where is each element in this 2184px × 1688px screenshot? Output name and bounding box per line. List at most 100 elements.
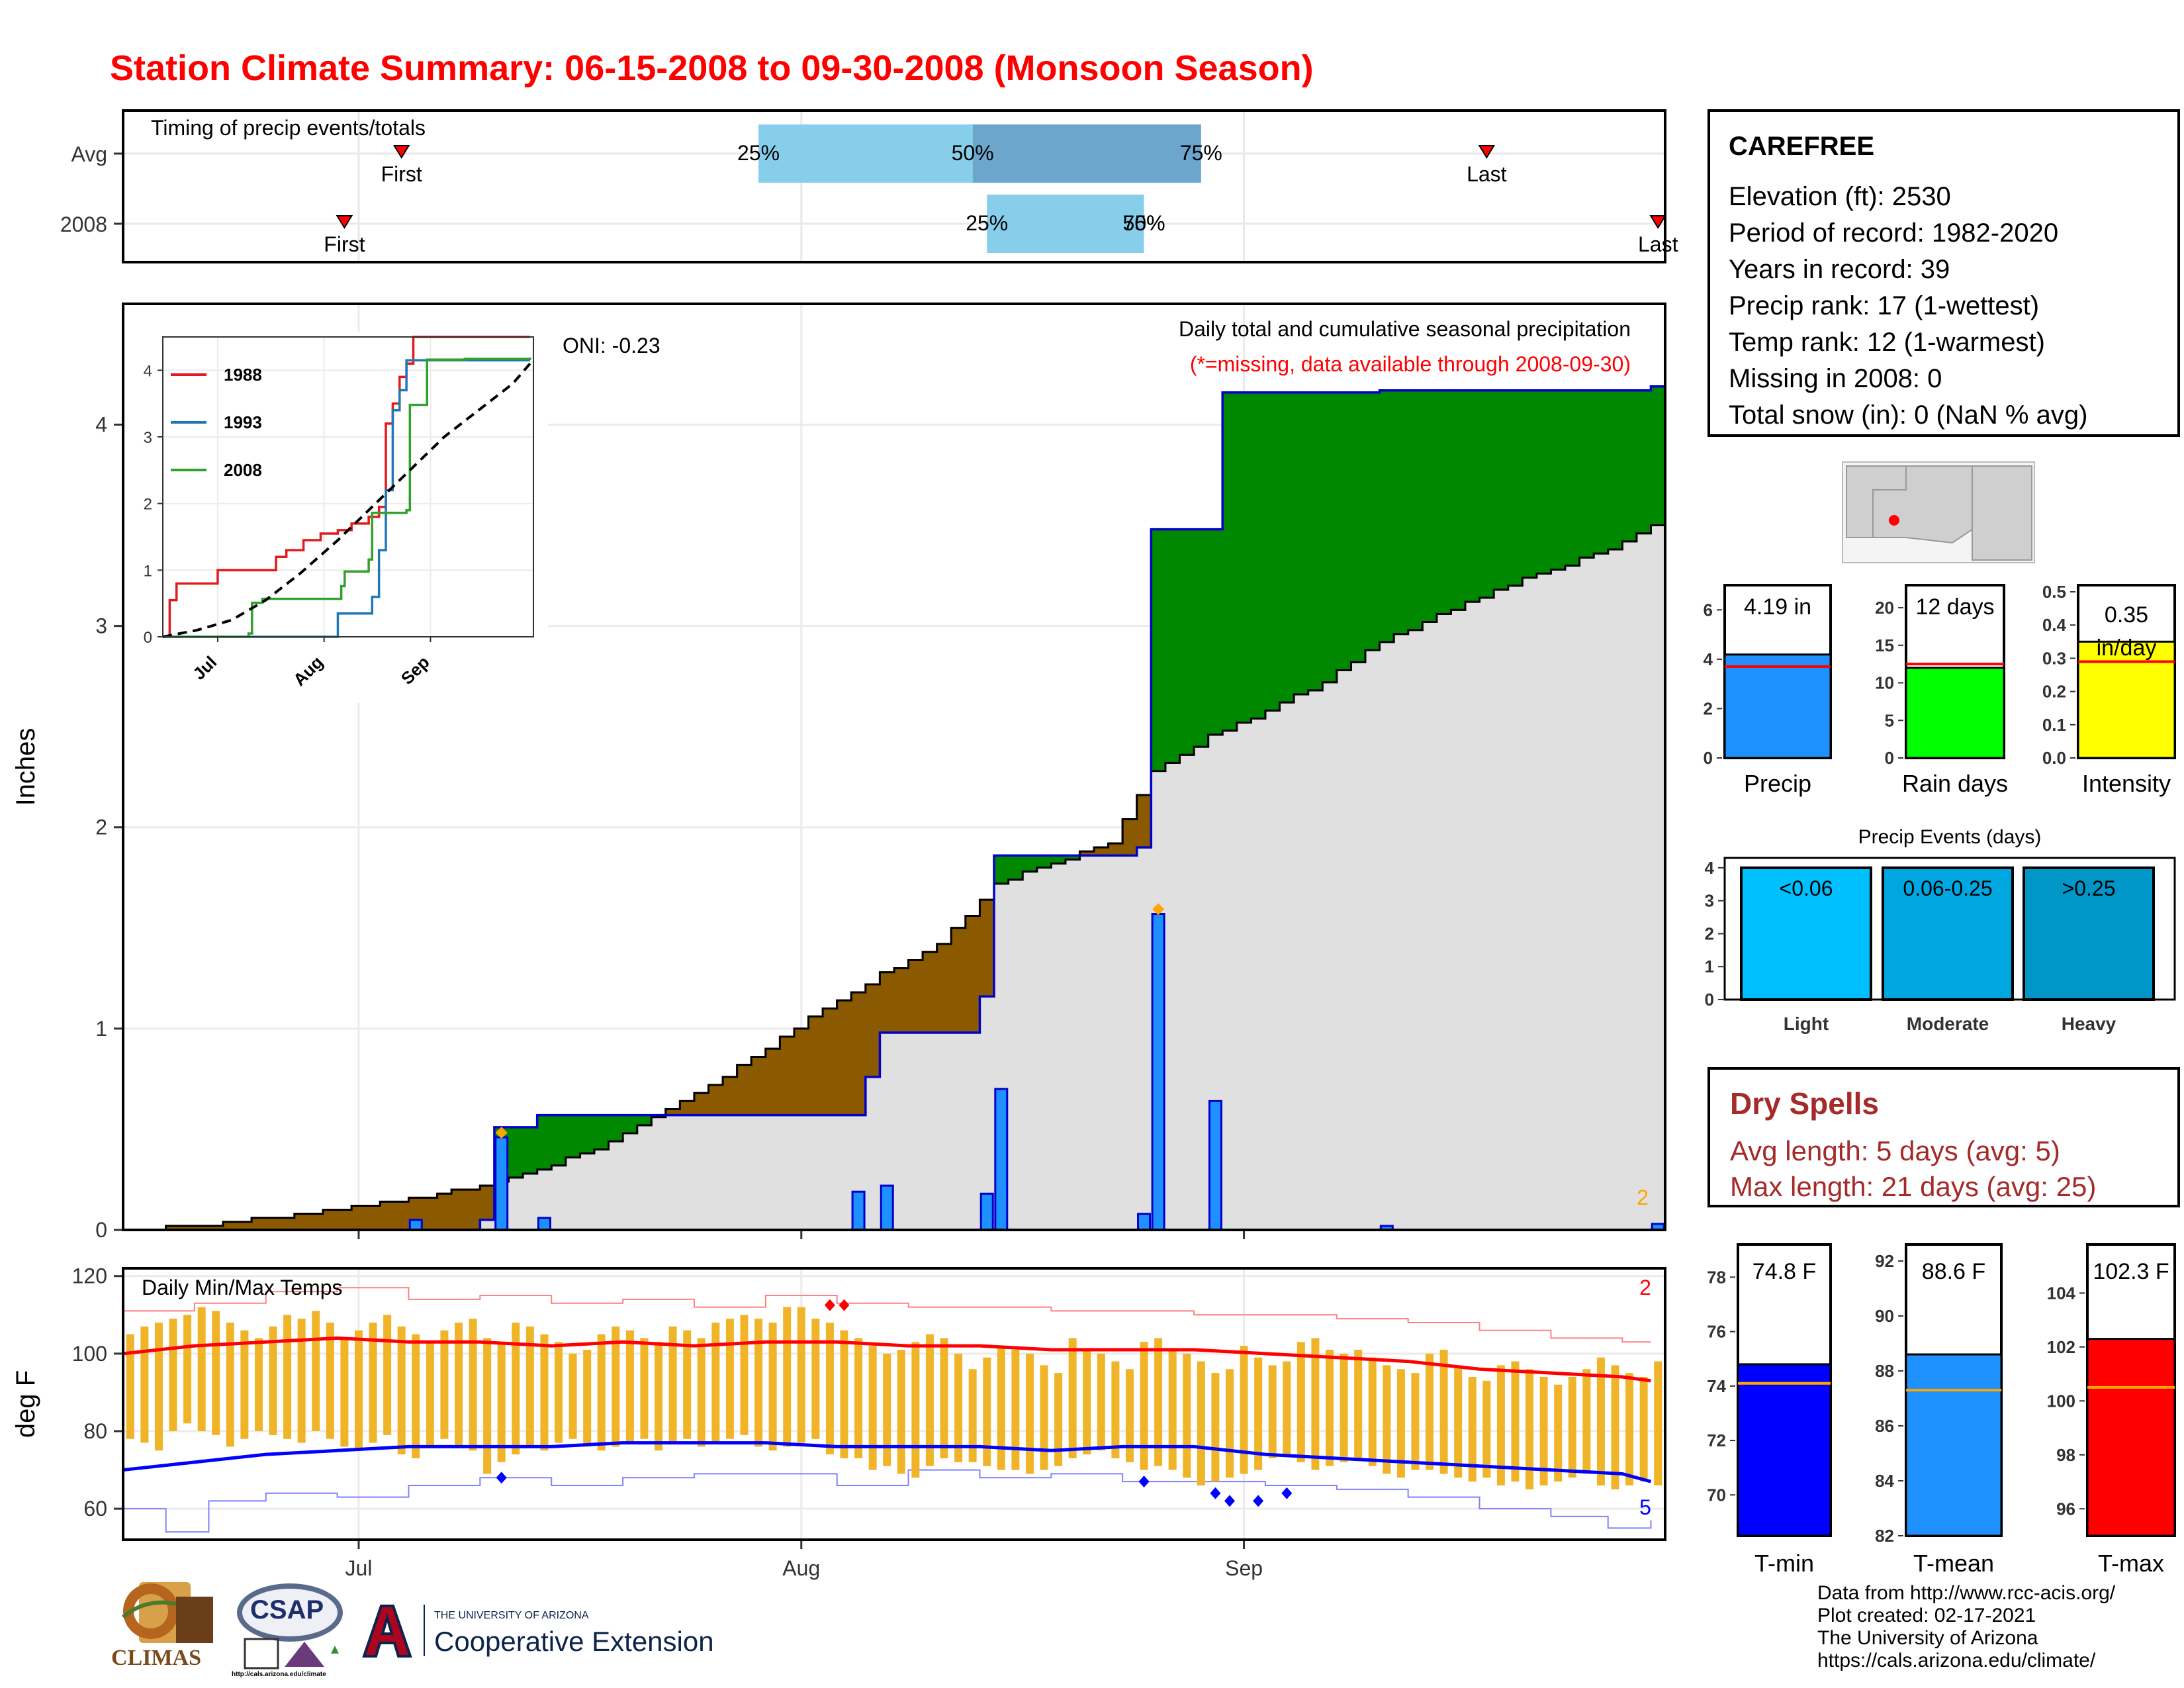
dry-spells-panel: Dry Spells Avg length: 5 days (avg: 5) M… bbox=[1707, 1067, 2180, 1207]
daily-temp-range-bar bbox=[825, 1323, 834, 1455]
above-average-area bbox=[565, 1115, 580, 1158]
timing-box-upper-Avg bbox=[972, 124, 1201, 183]
ua-small-text: THE UNIVERSITY OF ARIZONA bbox=[434, 1610, 589, 1621]
precip-summary-y-tick-label: 6 bbox=[1704, 600, 1713, 620]
precip-event-value-label: >0.25 bbox=[2062, 876, 2116, 900]
tmean-temp-summary-y-tick-label: 90 bbox=[1875, 1306, 1894, 1326]
below-average-area bbox=[737, 1064, 752, 1115]
precip-record-count: 2 bbox=[1637, 1186, 1649, 1209]
daily-temp-range-bar bbox=[1554, 1384, 1563, 1482]
temps-panel-bg bbox=[123, 1268, 1665, 1540]
record-high-count: 2 bbox=[1639, 1276, 1651, 1299]
below-average-area bbox=[708, 1085, 723, 1115]
record-high-marker bbox=[839, 1299, 850, 1311]
climas-text: CLIMAS bbox=[111, 1646, 202, 1670]
below-average-area bbox=[665, 1109, 680, 1115]
daily-temp-range-bar bbox=[483, 1338, 492, 1474]
above-average-area bbox=[1294, 392, 1309, 695]
timing-marker-first bbox=[336, 215, 353, 229]
record-low-marker bbox=[1281, 1487, 1293, 1499]
tmean-temp-summary-x-label: T-mean bbox=[1913, 1550, 1994, 1577]
daily-temp-range-bar bbox=[640, 1338, 649, 1439]
timing-box-lower-2008 bbox=[987, 195, 1144, 253]
below-average-area bbox=[237, 1221, 252, 1230]
daily-temp-range-bar bbox=[1383, 1365, 1391, 1474]
raindays-summary-value-label: 12 days bbox=[1915, 594, 1994, 620]
daily-temp-range-bar bbox=[154, 1323, 163, 1451]
raindays-summary-y-tick-label: 5 bbox=[1885, 710, 1894, 730]
timing-marker-first bbox=[392, 145, 410, 159]
above-average-area bbox=[1194, 529, 1209, 747]
above-average-area bbox=[1151, 529, 1166, 771]
tmax-temp-summary-y-tick-label: 96 bbox=[2056, 1499, 2075, 1519]
daily-temp-range-bar bbox=[1025, 1353, 1034, 1474]
daily-temp-range-bar bbox=[1140, 1342, 1148, 1470]
tmax-temp-summary-y-tick-label: 98 bbox=[2056, 1445, 2075, 1465]
daily-temp-range-bar bbox=[1183, 1353, 1191, 1478]
timing-quantile-label: 75% bbox=[1123, 211, 1165, 235]
daily-temp-range-bar bbox=[383, 1315, 392, 1435]
daily-temp-range-bar bbox=[854, 1338, 863, 1458]
daily-temp-range-bar bbox=[297, 1319, 306, 1443]
daily-temp-range-bar bbox=[925, 1334, 934, 1466]
precip-y-tick-label: 3 bbox=[95, 614, 107, 638]
below-average-area bbox=[894, 968, 909, 1033]
tmean-temp-summary-bar bbox=[1905, 1353, 2003, 1537]
below-average-area bbox=[765, 1049, 781, 1115]
timing-box-lower-Avg bbox=[758, 124, 973, 183]
timing-last-label: Last bbox=[1467, 162, 1507, 186]
daily-temp-range-bar bbox=[683, 1330, 692, 1439]
below-average-area bbox=[908, 960, 923, 1033]
precip-event-value-label: <0.06 bbox=[1780, 876, 1833, 900]
tmean-temp-summary-value-label: 88.6 F bbox=[1922, 1259, 1985, 1284]
credits: Data from http://www.rcc-acis.org/ Plot … bbox=[1817, 1582, 2115, 1672]
temps-x-tick-label: Jul bbox=[345, 1556, 373, 1580]
below-average-area bbox=[380, 1201, 395, 1230]
daily-temp-range-bar bbox=[183, 1315, 192, 1424]
daily-precip-bar bbox=[851, 1190, 866, 1231]
above-average-area bbox=[1508, 390, 1523, 586]
intensity-summary-y-tick-label: 0.1 bbox=[2042, 715, 2066, 735]
inset-legend-label: 2008 bbox=[224, 460, 262, 480]
above-average-area bbox=[1236, 392, 1251, 723]
below-average-area bbox=[723, 1076, 738, 1115]
intensity-summary-y-tick-label: 0.4 bbox=[2042, 615, 2067, 635]
daily-temp-range-bar bbox=[711, 1323, 720, 1443]
precip-y-axis-label: Inches bbox=[11, 728, 40, 806]
above-average-area bbox=[1265, 392, 1281, 711]
above-average-area bbox=[1565, 390, 1580, 566]
below-average-area bbox=[1136, 795, 1152, 848]
precip-y-tick-label: 1 bbox=[95, 1017, 107, 1041]
above-average-area bbox=[1322, 392, 1338, 682]
above-average-area bbox=[1465, 390, 1480, 602]
inset-legend-label: 1993 bbox=[224, 412, 262, 432]
above-average-area bbox=[1608, 390, 1623, 550]
daily-temp-range-bar bbox=[1596, 1357, 1605, 1485]
tmin-temp-summary-y-tick-label: 72 bbox=[1707, 1430, 1726, 1450]
above-average-area bbox=[637, 1115, 652, 1125]
below-average-area bbox=[1079, 851, 1095, 856]
timing-row-label: Avg bbox=[71, 142, 107, 166]
below-average-area bbox=[437, 1194, 452, 1230]
daily-temp-range-bar bbox=[412, 1334, 420, 1458]
daily-temp-range-bar bbox=[612, 1326, 620, 1447]
inset-series-line bbox=[163, 357, 531, 638]
daily-temp-range-bar bbox=[883, 1353, 891, 1466]
precip-y-tick-label: 2 bbox=[95, 816, 107, 839]
precip-summary-y-tick-label: 4 bbox=[1704, 649, 1713, 669]
above-average-area bbox=[1036, 855, 1052, 868]
daily-temp-range-bar bbox=[1368, 1357, 1377, 1466]
average-cumulative-line bbox=[123, 524, 1665, 1231]
daily-temp-range-bar bbox=[1525, 1369, 1534, 1489]
precip-y-tick-label: 0 bbox=[95, 1218, 107, 1242]
tmax-temp-summary-y-tick-label: 100 bbox=[2047, 1391, 2075, 1411]
daily-temp-range-bar bbox=[369, 1323, 377, 1443]
above-average-area bbox=[1222, 392, 1238, 731]
above-average-area bbox=[1023, 855, 1038, 872]
above-average-area bbox=[1065, 855, 1081, 860]
tmin-temp-summary-x-label: T-min bbox=[1754, 1550, 1814, 1577]
above-average-area bbox=[1579, 390, 1594, 558]
credit-plot-date: Plot created: 02-17-2021 bbox=[1817, 1605, 2036, 1626]
daily-temp-range-bar bbox=[783, 1307, 792, 1447]
daily-temp-range-bar bbox=[1011, 1350, 1020, 1470]
